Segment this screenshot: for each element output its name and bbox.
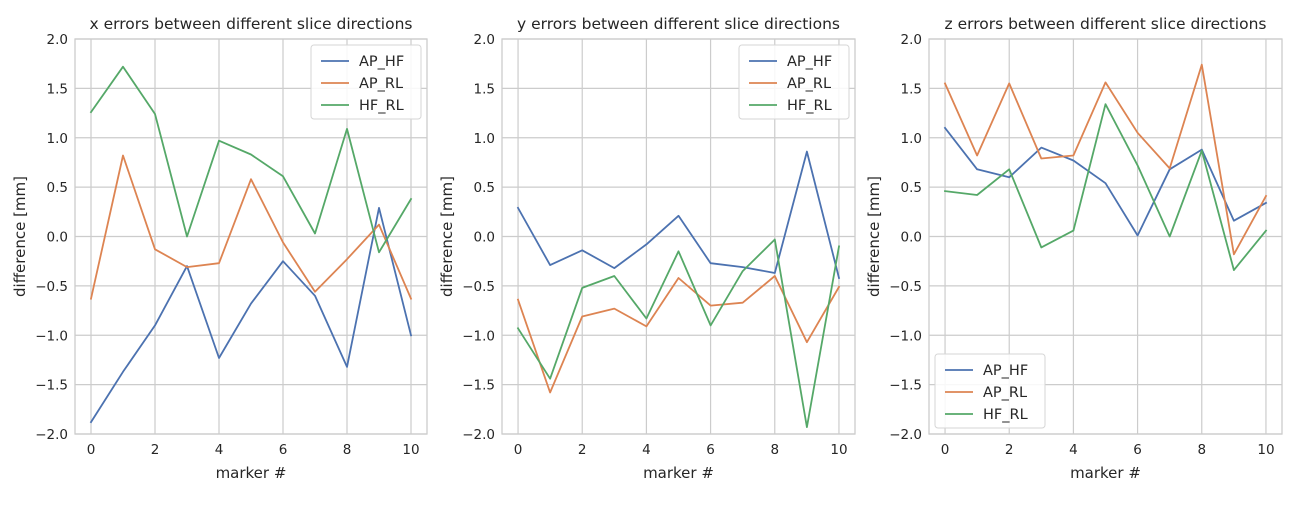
- y-tick-label: 0.5: [47, 180, 68, 196]
- x-tick-label: 4: [215, 442, 224, 458]
- y-axis-label: difference [mm]: [438, 176, 456, 297]
- legend-entry: AP_RL: [983, 385, 1027, 401]
- series-line-ap-rl: [89, 154, 413, 300]
- legend-box: [310, 44, 422, 120]
- chart-panel-2: −2.0 −1.5 −1.0 −0.5 0.0 0.5 1.0 1.5 2.0 0 2 4 6 8 10 y …: [438, 15, 856, 482]
- plot-frame: [928, 38, 1283, 435]
- y-tick-label: −1.5: [35, 378, 68, 394]
- y-tick-label: 2.0: [901, 32, 922, 48]
- y-tick-label: 0.0: [474, 230, 495, 246]
- chart-title: z errors between different slice directi…: [945, 15, 1267, 33]
- chart-panel-3: −2.0 −1.5 −1.0 −0.5 0.0 0.5 1.0 1.5 2.0 0 2 4 6 8 10 z …: [865, 15, 1283, 482]
- series-line-hf-rl: [89, 65, 413, 254]
- y-tick-label: −2.0: [35, 427, 68, 443]
- y-tick-label: 1.0: [47, 131, 68, 147]
- y-tick-label: 2.0: [47, 32, 68, 48]
- legend-entry: AP_RL: [359, 76, 403, 92]
- y-tick-label: 2.0: [474, 32, 495, 48]
- y-tick-label: 0.5: [901, 180, 922, 196]
- x-tick-label: 6: [1133, 442, 1142, 458]
- y-tick-label: −1.0: [889, 328, 922, 344]
- series-line-ap-hf: [89, 206, 413, 424]
- chart-title: x errors between different slice directi…: [89, 15, 412, 33]
- y-tick-label: 1.5: [47, 81, 68, 97]
- x-tick-label: 8: [343, 442, 352, 458]
- x-tick-label: 6: [706, 442, 715, 458]
- legend: AP_HF AP_RL HF_RL: [310, 44, 422, 120]
- series-line-ap-hf: [516, 150, 841, 280]
- chart-title: y errors between different slice directi…: [517, 15, 840, 33]
- x-axis-label: marker #: [216, 464, 287, 482]
- legend-box: [934, 353, 1046, 429]
- x-tick-label: 10: [1257, 442, 1274, 458]
- x-tick-label: 2: [578, 442, 587, 458]
- y-axis-label: difference [mm]: [11, 176, 29, 297]
- legend-entry: HF_RL: [787, 98, 832, 114]
- x-tick-label: 0: [941, 442, 950, 458]
- x-tick-label: 0: [87, 442, 96, 458]
- x-tick-label: 2: [151, 442, 160, 458]
- legend-entry: AP_HF: [359, 54, 404, 70]
- series-line-hf-rl: [516, 238, 841, 429]
- legend-entry: AP_HF: [983, 363, 1028, 379]
- y-tick-label: 0.0: [901, 230, 922, 246]
- y-tick-label: 1.5: [901, 81, 922, 97]
- legend: AP_HF AP_RL HF_RL: [934, 353, 1046, 429]
- x-tick-label: 8: [1197, 442, 1206, 458]
- y-tick-label: −0.5: [889, 279, 922, 295]
- y-tick-label: 1.0: [474, 131, 495, 147]
- x-tick-label: 0: [514, 442, 523, 458]
- x-axis-label: marker #: [643, 464, 714, 482]
- legend: AP_HF AP_RL HF_RL: [738, 44, 850, 120]
- series-line-ap-rl: [943, 63, 1268, 256]
- y-tick-label: −1.5: [462, 378, 495, 394]
- y-tick-label: 0.5: [474, 180, 495, 196]
- legend-entry: AP_RL: [787, 76, 831, 92]
- y-tick-label: −1.5: [889, 378, 922, 394]
- x-tick-label: 10: [402, 442, 419, 458]
- y-axis-label: difference [mm]: [865, 176, 883, 297]
- series-line-hf-rl: [943, 103, 1268, 272]
- y-tick-label: 1.5: [474, 81, 495, 97]
- x-tick-label: 10: [830, 442, 847, 458]
- x-axis-label: marker #: [1070, 464, 1141, 482]
- x-tick-label: 2: [1005, 442, 1014, 458]
- y-tick-label: −2.0: [889, 427, 922, 443]
- legend-entry: AP_HF: [787, 54, 832, 70]
- series-line-ap-hf: [943, 126, 1268, 237]
- y-tick-label: 1.0: [901, 131, 922, 147]
- x-tick-label: 4: [1069, 442, 1078, 458]
- y-tick-label: −0.5: [462, 279, 495, 295]
- plot-frame: [74, 38, 428, 435]
- legend-box: [738, 44, 850, 120]
- y-tick-label: −1.0: [462, 328, 495, 344]
- x-tick-label: 8: [770, 442, 779, 458]
- y-tick-label: 0.0: [47, 230, 68, 246]
- plot-frame: [501, 38, 856, 435]
- chart-panel-1: −2.0 −1.5 −1.0 −0.5 0.0 0.5 1.0 1.5 2.0 0 2 4 6 8 10 x …: [11, 15, 428, 482]
- x-tick-label: 4: [642, 442, 651, 458]
- legend-entry: HF_RL: [983, 407, 1028, 423]
- legend-entry: HF_RL: [359, 98, 404, 114]
- y-tick-label: −0.5: [35, 279, 68, 295]
- x-tick-label: 6: [279, 442, 288, 458]
- y-tick-label: −2.0: [462, 427, 495, 443]
- y-tick-label: −1.0: [35, 328, 68, 344]
